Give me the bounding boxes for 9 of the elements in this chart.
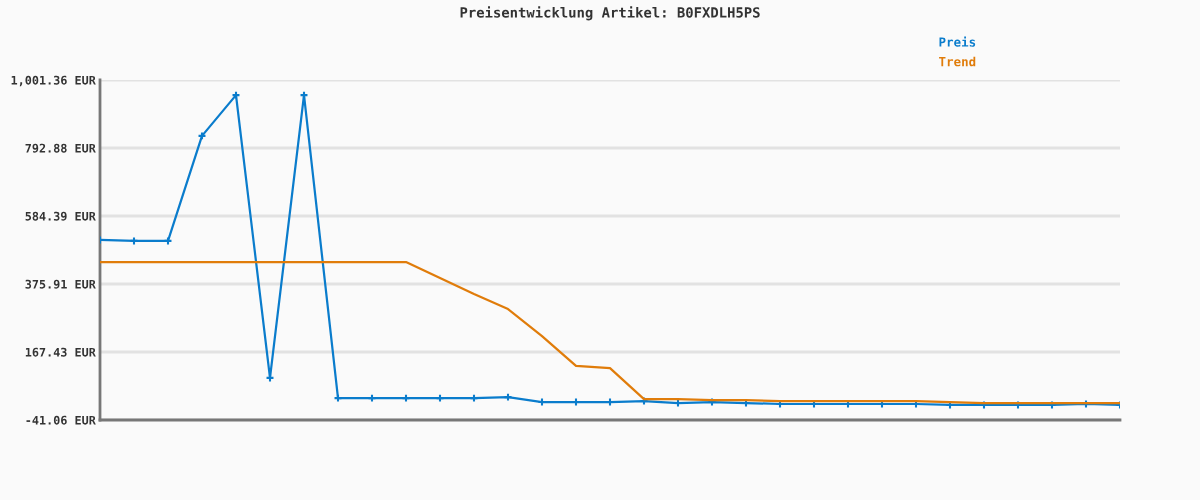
y-tick-label: 167.43 EUR bbox=[25, 347, 96, 357]
y-tick-label: 375.91 EUR bbox=[25, 279, 96, 289]
text: Trend bbox=[939, 56, 976, 67]
text: Preis bbox=[939, 36, 976, 47]
y-tick-label: 584.39 EUR bbox=[25, 211, 96, 221]
y-tick-label: 1,001.36 EUR bbox=[11, 75, 96, 87]
y-tick-label: 792.88 EUR bbox=[25, 143, 96, 153]
chart-title: Preisentwicklung Artikel: B0FXDLH5PS bbox=[460, 6, 760, 21]
y-tick-label: -41.06 EUR bbox=[26, 415, 96, 425]
